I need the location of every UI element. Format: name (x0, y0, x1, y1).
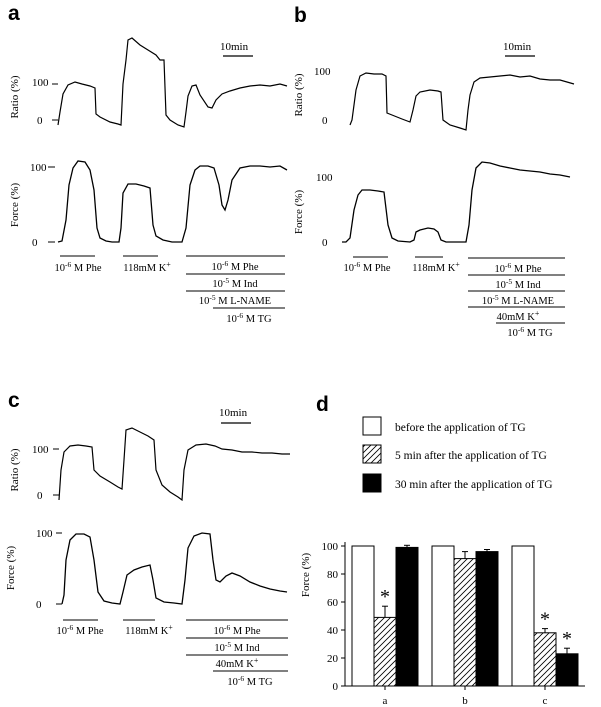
panel-a-force-trace (57, 160, 288, 243)
panel-b-force-tick-100: 100 (316, 172, 333, 184)
bar-a-series-1 (373, 616, 397, 687)
panel-b-phe-label: 10-6 M Phe (343, 260, 390, 274)
panel-a: a 10min Ratio (%) 100 0 Force (%) 100 0 … (8, 2, 288, 325)
panel-a-force-axis-label: Force (%) (9, 183, 21, 228)
panel-a-group-label-3: 10-6 M TG (226, 311, 272, 325)
panel-a-scale-label: 10min (220, 41, 249, 53)
bar-b-series-0 (431, 545, 455, 687)
panel-a-phe-label: 10-6 M Phe (54, 260, 101, 274)
bar-c-series-2 (555, 653, 579, 687)
panel-b-group-label-3: 40mM K+ (497, 309, 540, 323)
panel-c-k-label: 118mM K+ (125, 623, 173, 637)
panel-c-ratio-axis-label: Ratio (%) (9, 448, 21, 491)
panel-a-letter: a (8, 2, 20, 25)
panel-b-force-axis-label: Force (%) (293, 190, 305, 235)
panel-c-group-label-2: 40mM K+ (216, 656, 259, 670)
bar-a-series-0 (351, 545, 375, 687)
y-tick-label: 20 (327, 653, 339, 665)
panel-c: c 10min Ratio (%) 100 0 Force (%) 100 0 … (5, 389, 290, 688)
legend-swatch-1 (362, 444, 382, 464)
panel-a-k-label: 118mM K+ (123, 260, 171, 274)
panel-d-letter: d (316, 393, 329, 416)
panel-c-scale-label: 10min (219, 407, 248, 419)
y-tick-label: 80 (327, 569, 339, 581)
panel-a-ratio-tick-100: 100 (32, 77, 49, 89)
legend-label-1: 5 min after the application of TG (395, 450, 547, 462)
significance-star: * (540, 609, 550, 631)
panel-c-force-tick-100: 100 (36, 528, 53, 540)
bar-b-series-2 (475, 551, 499, 687)
panel-a-ratio-trace (57, 37, 288, 128)
panel-b-scale-label: 10min (503, 41, 532, 53)
panel-c-ratio-tick-100: 100 (32, 444, 49, 456)
y-tick-label: 0 (333, 681, 339, 693)
legend: before the application of TG 5 min after… (362, 416, 553, 493)
significance-star: * (562, 628, 572, 650)
panel-a-group-label-2: 10-5 M L-NAME (199, 293, 271, 307)
panel-b-ratio-tick-0: 0 (322, 115, 328, 127)
panel-b-group-label-2: 10-5 M L-NAME (482, 293, 554, 307)
panel-b: b 10min Ratio (%) 100 0 Force (%) 100 0 … (293, 4, 575, 339)
panel-b-group-label-0: 10-6 M Phe (494, 261, 541, 275)
panel-a-ratio-tick-0: 0 (37, 115, 43, 127)
panel-a-ratio-axis-label: Ratio (%) (9, 75, 21, 118)
panel-b-group-label-1: 10-5 M Ind (495, 277, 541, 291)
panel-b-force-trace (342, 161, 571, 243)
panel-a-force-tick-0: 0 (32, 237, 38, 249)
bar-chart: 0 20 40 60 80 100 a b c * * * (322, 541, 585, 707)
panel-b-letter: b (294, 4, 307, 27)
bar-chart-y-axis-label: Force (%) (300, 553, 312, 598)
panel-a-force-tick-100: 100 (30, 162, 47, 174)
panel-b-ratio-tick-100: 100 (314, 66, 331, 78)
y-tick-label: 40 (327, 625, 339, 637)
panel-a-group-label-1: 10-5 M Ind (212, 276, 258, 290)
panel-b-ratio-trace (349, 72, 575, 131)
panel-a-group-label-0: 10-6 M Phe (211, 259, 258, 273)
legend-label-0: before the application of TG (395, 422, 526, 434)
panel-c-ratio-tick-0: 0 (37, 490, 43, 502)
legend-swatch-2 (362, 473, 382, 493)
bar-a-series-2 (395, 546, 419, 687)
legend-label-2: 30 min after the application of TG (395, 479, 553, 491)
panel-c-force-axis-label: Force (%) (5, 546, 17, 591)
panel-b-k-label: 118mM K+ (412, 260, 460, 274)
bar-b-series-1 (453, 558, 477, 687)
panel-c-group-label-1: 10-5 M Ind (214, 640, 260, 654)
panel-c-force-trace (61, 532, 288, 605)
significance-star: * (380, 586, 390, 608)
panel-c-phe-label: 10-6 M Phe (56, 623, 103, 637)
panel-b-force-tick-0: 0 (322, 237, 328, 249)
panel-c-letter: c (8, 389, 20, 412)
x-tick-label: b (462, 695, 468, 707)
x-tick-label: a (383, 695, 388, 707)
panel-c-force-tick-0: 0 (36, 599, 42, 611)
legend-swatch-0 (362, 416, 382, 436)
bar-c-series-0 (511, 545, 535, 687)
panel-c-group-label-3: 10-6 M TG (227, 674, 273, 688)
bar-c-series-1 (533, 632, 557, 687)
panel-c-ratio-trace (58, 427, 290, 502)
panel-b-group-label-4: 10-6 M TG (507, 325, 553, 339)
panel-d: d before the application of TG 5 min aft… (300, 393, 585, 707)
x-tick-label: c (543, 695, 548, 707)
panel-c-group-label-0: 10-6 M Phe (213, 623, 260, 637)
y-tick-label: 60 (327, 597, 339, 609)
y-tick-label: 100 (322, 541, 339, 553)
panel-b-ratio-axis-label: Ratio (%) (293, 73, 305, 116)
